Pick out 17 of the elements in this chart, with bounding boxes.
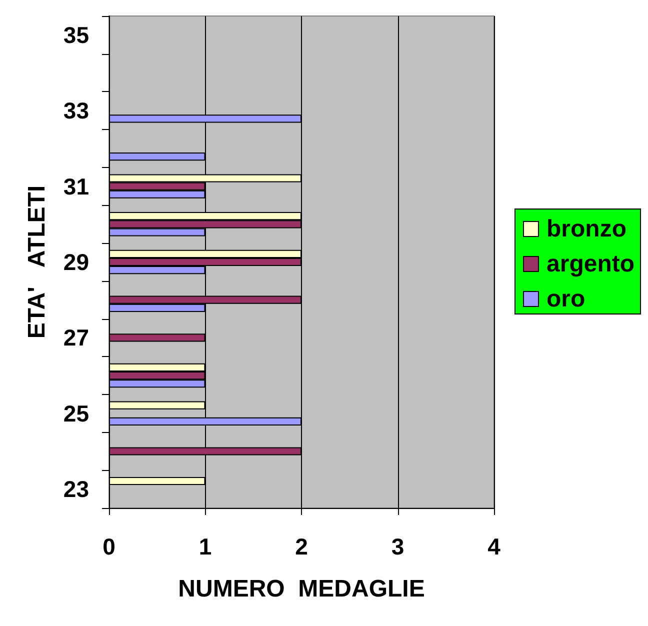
y-tick-label: 25 [63, 400, 90, 426]
y-tick-label: 31 [63, 173, 90, 200]
y-tick-label: 29 [63, 249, 89, 275]
y-tick-label: 23 [63, 476, 89, 502]
y-axis-title: ETA' ATLETI [24, 185, 50, 339]
legend-label: oro [546, 286, 586, 312]
legend-label: bronzo [546, 216, 626, 242]
y-tick-label: 35 [63, 22, 90, 48]
x-tick-label: 3 [391, 534, 404, 560]
x-tick-label: 2 [295, 534, 308, 560]
y-tick-label: 33 [63, 98, 89, 124]
x-tick-label: 4 [488, 534, 501, 560]
x-axis-title: NUMERO MEDAGLIE [178, 576, 425, 602]
y-tick-label: 27 [63, 324, 89, 351]
x-tick-label: 1 [198, 534, 212, 560]
x-tick-label: 0 [102, 534, 116, 560]
legend-label: argento [546, 250, 635, 278]
